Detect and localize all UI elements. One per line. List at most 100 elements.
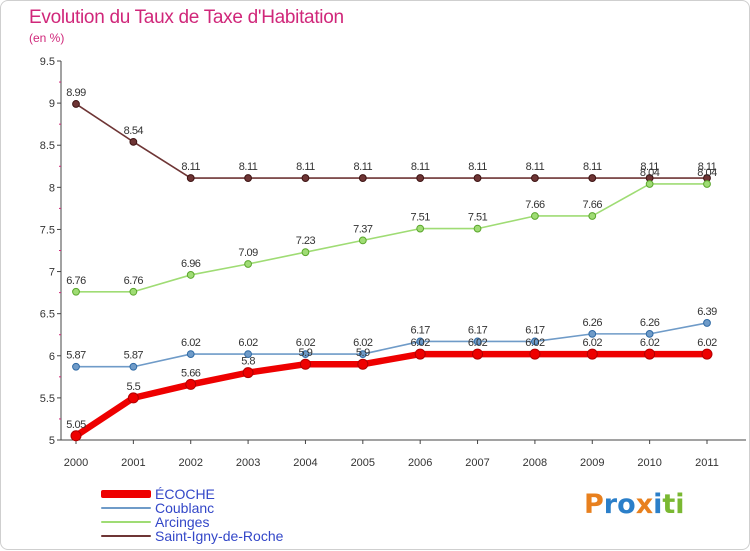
series-line-0 [72, 350, 711, 440]
data-label: 8.54 [124, 125, 144, 137]
data-point [416, 224, 425, 233]
y-tick-label: 8.5 [40, 140, 55, 152]
series-line-3 [75, 103, 708, 179]
data-point [414, 348, 426, 360]
data-point [70, 430, 82, 442]
chart-unit: (en %) [29, 31, 65, 45]
data-label: 5.05 [66, 419, 86, 431]
data-label: 8.11 [468, 161, 487, 173]
proxiti-logo: Proxiti [584, 489, 685, 520]
legend-swatch [101, 535, 151, 537]
data-point [185, 378, 197, 390]
data-point [186, 271, 195, 279]
legend-label: Arcinges [155, 514, 210, 530]
data-point [531, 337, 539, 346]
data-point [644, 348, 656, 360]
data-label: 5.8 [241, 356, 255, 368]
axes: 5 5.5 6 6.5 7 7.5 8 8.5 9 9.5 2000 2001 2002 2003 2004… [40, 56, 746, 469]
data-point [586, 348, 598, 360]
data-label: 6.02 [410, 337, 430, 349]
y-tick-label: 7.5 [40, 224, 55, 236]
data-label: 6.17 [410, 324, 430, 336]
data-point [127, 392, 139, 404]
x-tick-label: 2006 [408, 457, 432, 469]
data-point [244, 350, 252, 358]
data-point [129, 362, 138, 371]
data-label: 8.11 [583, 161, 602, 173]
legend-item: Arcinges [101, 514, 321, 530]
data-label: 5.9 [356, 347, 370, 359]
legend-swatch [101, 521, 151, 523]
data-point [531, 212, 539, 220]
legend-label: ÉCOCHE [155, 486, 215, 502]
y-tick-label: 7 [49, 267, 55, 279]
data-point [357, 358, 369, 370]
data-point [703, 319, 711, 327]
data-label: 7.09 [238, 247, 258, 259]
data-label: 8.11 [640, 161, 659, 173]
data-point [358, 350, 367, 358]
data-point [244, 260, 252, 268]
legend-item: Coublanc [101, 500, 321, 516]
logo-letter: P [584, 489, 604, 520]
x-tick-label: 2000 [64, 457, 88, 469]
data-label: 6.02 [353, 337, 373, 349]
x-tick-label: 2002 [178, 457, 202, 469]
data-label: 8.11 [239, 161, 258, 173]
data-label: 8.11 [296, 161, 315, 173]
y-tick-label: 6 [49, 351, 55, 363]
data-label: 8.04 [640, 167, 660, 179]
legend-item: Saint-Igny-de-Roche [101, 528, 321, 544]
data-label: 7.23 [296, 235, 316, 247]
y-tick-label: 5.5 [40, 393, 55, 405]
data-label: 8.11 [698, 161, 717, 173]
series-lines [72, 103, 711, 440]
logo-letter: o [617, 489, 636, 520]
data-point [473, 337, 482, 346]
logo-letter: x [635, 489, 654, 520]
data-point [301, 248, 310, 257]
logo-letter: i [653, 489, 663, 520]
data-point [242, 367, 254, 379]
data-label: 6.02 [583, 337, 603, 349]
data-label: 6.02 [468, 337, 488, 349]
y-tick-label: 5 [49, 435, 55, 447]
data-labels: 5.055.55.665.85.9 5.96.02 6.02 6.02 6.02 6.02… [66, 87, 717, 431]
data-label: 6.02 [238, 337, 258, 349]
logo-letter: r [603, 489, 618, 520]
data-point [645, 329, 654, 338]
series-points [70, 100, 713, 442]
data-label: 8.11 [181, 161, 200, 173]
data-label: 7.51 [410, 212, 430, 224]
data-label: 7.51 [468, 212, 488, 224]
data-label: 5.9 [299, 347, 313, 359]
y-tick-label: 9.5 [40, 56, 55, 68]
data-point [473, 174, 482, 182]
data-point [301, 174, 310, 182]
chart-title: Evolution du Taux de Taxe d'Habitation [29, 7, 344, 28]
data-point [703, 180, 711, 188]
data-label: 8.04 [697, 167, 717, 179]
data-label: 8.11 [526, 161, 545, 173]
data-label: 6.96 [181, 258, 201, 270]
data-label: 5.66 [181, 367, 201, 379]
x-tick-label: 2009 [580, 457, 604, 469]
data-point [244, 174, 252, 182]
data-point [299, 358, 311, 370]
legend-swatch [101, 507, 151, 509]
x-tick-label: 2010 [637, 457, 661, 469]
data-point [72, 100, 80, 108]
data-label: 6.02 [296, 337, 316, 349]
data-label: 6.02 [697, 337, 717, 349]
data-label: 8.99 [66, 87, 86, 99]
data-label: 6.17 [525, 324, 545, 336]
data-label: 8.11 [411, 161, 430, 173]
data-label: 5.5 [126, 381, 140, 393]
data-point [645, 180, 654, 188]
x-tick-label: 2005 [351, 457, 375, 469]
data-point [186, 350, 195, 358]
series-line-1 [75, 322, 708, 368]
legend-label: Coublanc [155, 500, 215, 516]
